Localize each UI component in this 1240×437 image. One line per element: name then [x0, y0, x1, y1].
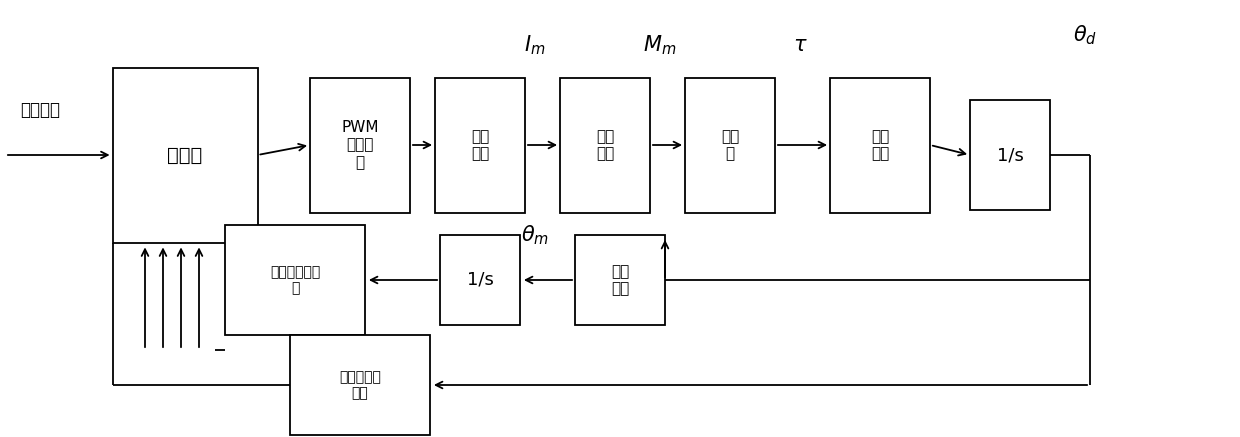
Bar: [440, 235, 520, 325]
Bar: [113, 67, 258, 243]
Text: $\tau$: $\tau$: [792, 35, 807, 55]
Bar: [970, 100, 1050, 210]
Text: 电机转角传感
器: 电机转角传感 器: [270, 265, 320, 295]
Bar: [575, 235, 665, 325]
Text: $I_m$: $I_m$: [525, 33, 546, 57]
Text: $M_m$: $M_m$: [644, 33, 677, 57]
Bar: [290, 335, 430, 435]
Text: 俯仰
电机: 俯仰 电机: [471, 129, 489, 161]
Text: 传动
比: 传动 比: [720, 129, 739, 161]
Text: $\theta_m$: $\theta_m$: [521, 223, 549, 247]
Text: PWM
驱动传
函: PWM 驱动传 函: [341, 120, 378, 170]
Bar: [560, 77, 650, 212]
Text: 指令角度: 指令角度: [20, 101, 60, 119]
Text: 控制器: 控制器: [167, 146, 202, 164]
Bar: [310, 77, 410, 212]
Bar: [830, 77, 930, 212]
Text: 1/s: 1/s: [466, 271, 494, 289]
Bar: [684, 77, 775, 212]
Bar: [224, 225, 365, 335]
Text: 1/s: 1/s: [997, 146, 1023, 164]
Text: 俯仰
框架: 俯仰 框架: [870, 129, 889, 161]
Text: $\theta_d$: $\theta_d$: [1073, 23, 1097, 47]
Text: 力矩
电机: 力矩 电机: [596, 129, 614, 161]
Bar: [435, 77, 525, 212]
Text: 框架转角传
感器: 框架转角传 感器: [339, 370, 381, 400]
Text: 电机
传函: 电机 传函: [611, 264, 629, 296]
